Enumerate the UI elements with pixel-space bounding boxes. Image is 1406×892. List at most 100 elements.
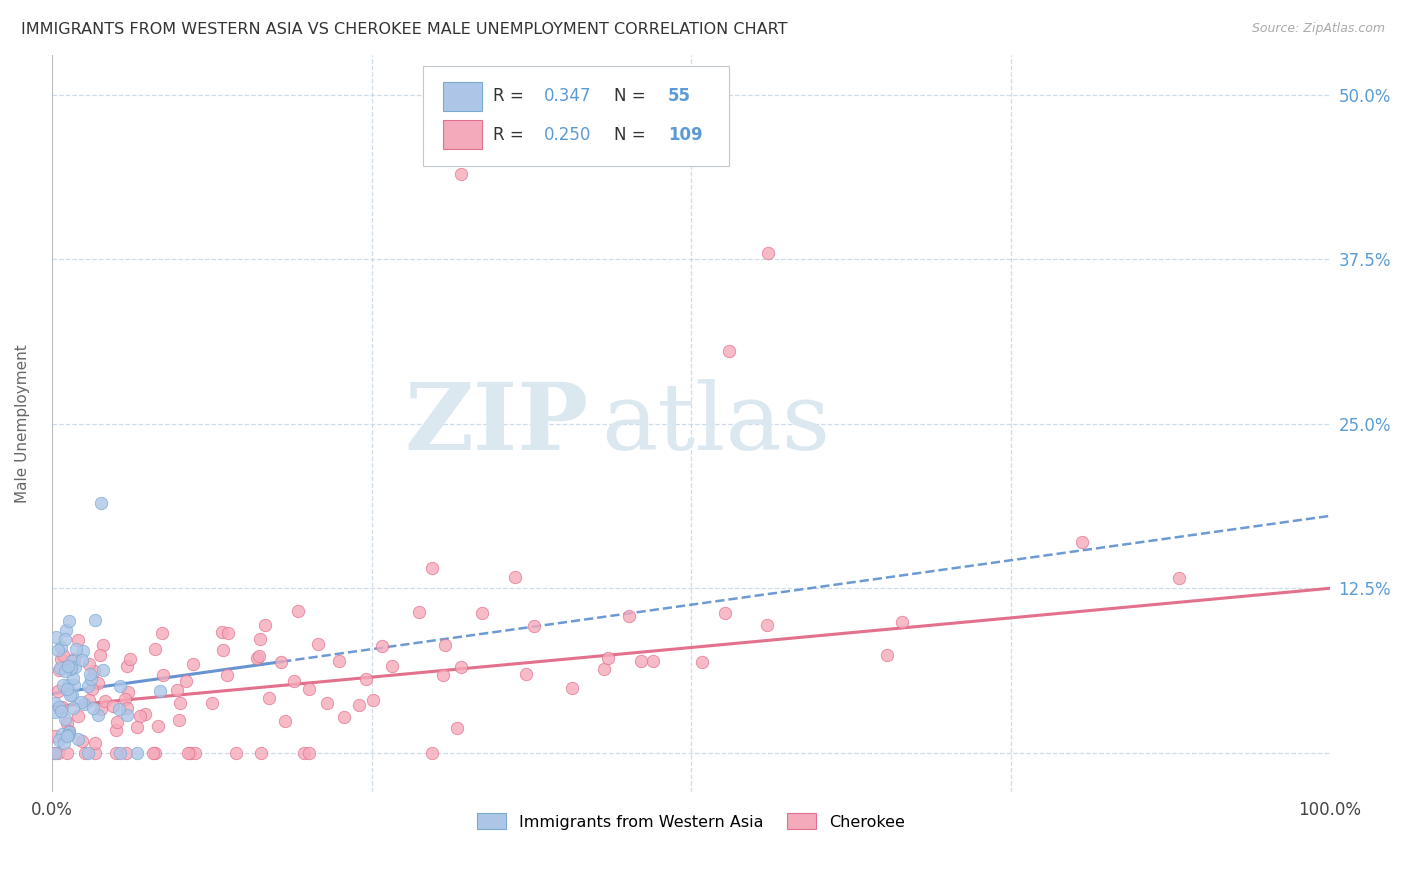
Point <box>56 746 79 760</box>
Point <box>596 650 619 665</box>
Text: Source: ZipAtlas.com: Source: ZipAtlas.com <box>1251 22 1385 36</box>
Point <box>115 658 138 673</box>
Point <box>183 657 205 671</box>
Point <box>63 678 86 692</box>
Point <box>115 701 138 715</box>
Point <box>56 658 79 673</box>
Point <box>55 623 77 637</box>
Point <box>143 641 166 656</box>
Point <box>420 746 443 760</box>
Point <box>619 609 641 624</box>
Point <box>46 746 69 760</box>
Point <box>60 688 83 702</box>
Point <box>169 713 191 727</box>
Point <box>48 699 70 714</box>
Point <box>361 693 384 707</box>
Point <box>1071 534 1094 549</box>
Point <box>328 654 350 668</box>
Point <box>561 681 583 695</box>
Point <box>145 746 167 760</box>
Point <box>356 672 378 686</box>
Point <box>63 652 86 666</box>
Point <box>134 706 156 721</box>
Point <box>48 660 70 674</box>
Point <box>108 702 131 716</box>
Point <box>114 691 136 706</box>
Point <box>51 704 73 718</box>
Point <box>70 734 93 748</box>
Point <box>212 643 235 657</box>
Point <box>83 736 105 750</box>
Point <box>60 654 83 668</box>
Point <box>77 746 100 760</box>
Point <box>169 697 191 711</box>
Point <box>58 725 80 739</box>
Point <box>523 618 546 632</box>
Point <box>93 663 115 677</box>
Point <box>408 605 430 619</box>
Point <box>333 710 356 724</box>
Point <box>108 679 131 693</box>
Point <box>108 746 131 760</box>
Point <box>217 668 239 682</box>
Point <box>48 663 70 677</box>
Point <box>77 679 100 693</box>
Point <box>69 696 91 710</box>
Text: R =: R = <box>494 87 529 105</box>
Point <box>77 693 100 707</box>
Point <box>515 667 537 681</box>
Text: IMMIGRANTS FROM WESTERN ASIA VS CHEROKEE MALE UNEMPLOYMENT CORRELATION CHART: IMMIGRANTS FROM WESTERN ASIA VS CHEROKEE… <box>21 22 787 37</box>
Point <box>176 746 198 760</box>
Point <box>62 701 84 715</box>
Text: 55: 55 <box>668 87 692 105</box>
Text: 0.347: 0.347 <box>544 87 592 105</box>
Point <box>349 698 371 712</box>
Point <box>434 638 457 652</box>
Legend: Immigrants from Western Asia, Cherokee: Immigrants from Western Asia, Cherokee <box>471 807 911 836</box>
Point <box>125 720 148 734</box>
Point <box>73 697 96 711</box>
FancyBboxPatch shape <box>443 82 482 112</box>
Text: N =: N = <box>614 87 651 105</box>
Point <box>254 617 277 632</box>
Point <box>370 639 392 653</box>
Point <box>115 746 138 760</box>
FancyBboxPatch shape <box>423 66 730 166</box>
Point <box>257 690 280 705</box>
Point <box>67 632 90 647</box>
Point <box>59 689 82 703</box>
Text: ZIP: ZIP <box>405 379 589 468</box>
Point <box>756 245 779 260</box>
Point <box>53 736 76 750</box>
Point <box>117 707 139 722</box>
Text: N =: N = <box>614 127 651 145</box>
Text: 109: 109 <box>668 127 703 145</box>
Y-axis label: Male Unemployment: Male Unemployment <box>15 344 30 503</box>
Point <box>201 697 224 711</box>
Point <box>44 746 66 760</box>
Point <box>270 655 292 669</box>
Point <box>211 625 233 640</box>
Point <box>142 746 165 760</box>
Point <box>49 640 72 655</box>
Point <box>75 746 97 760</box>
Point <box>51 727 73 741</box>
Point <box>593 661 616 675</box>
Point <box>420 561 443 575</box>
Point <box>44 696 66 710</box>
Point <box>104 746 127 760</box>
Point <box>65 642 87 657</box>
Point <box>66 708 89 723</box>
Point <box>87 708 110 723</box>
Point <box>432 668 454 682</box>
Point <box>44 729 66 743</box>
Point <box>101 699 124 714</box>
Point <box>120 652 142 666</box>
Point <box>58 678 80 692</box>
Point <box>82 681 104 696</box>
Point <box>148 684 170 698</box>
Point <box>117 685 139 699</box>
Point <box>1168 571 1191 585</box>
Point <box>80 672 103 686</box>
Point <box>48 733 70 747</box>
